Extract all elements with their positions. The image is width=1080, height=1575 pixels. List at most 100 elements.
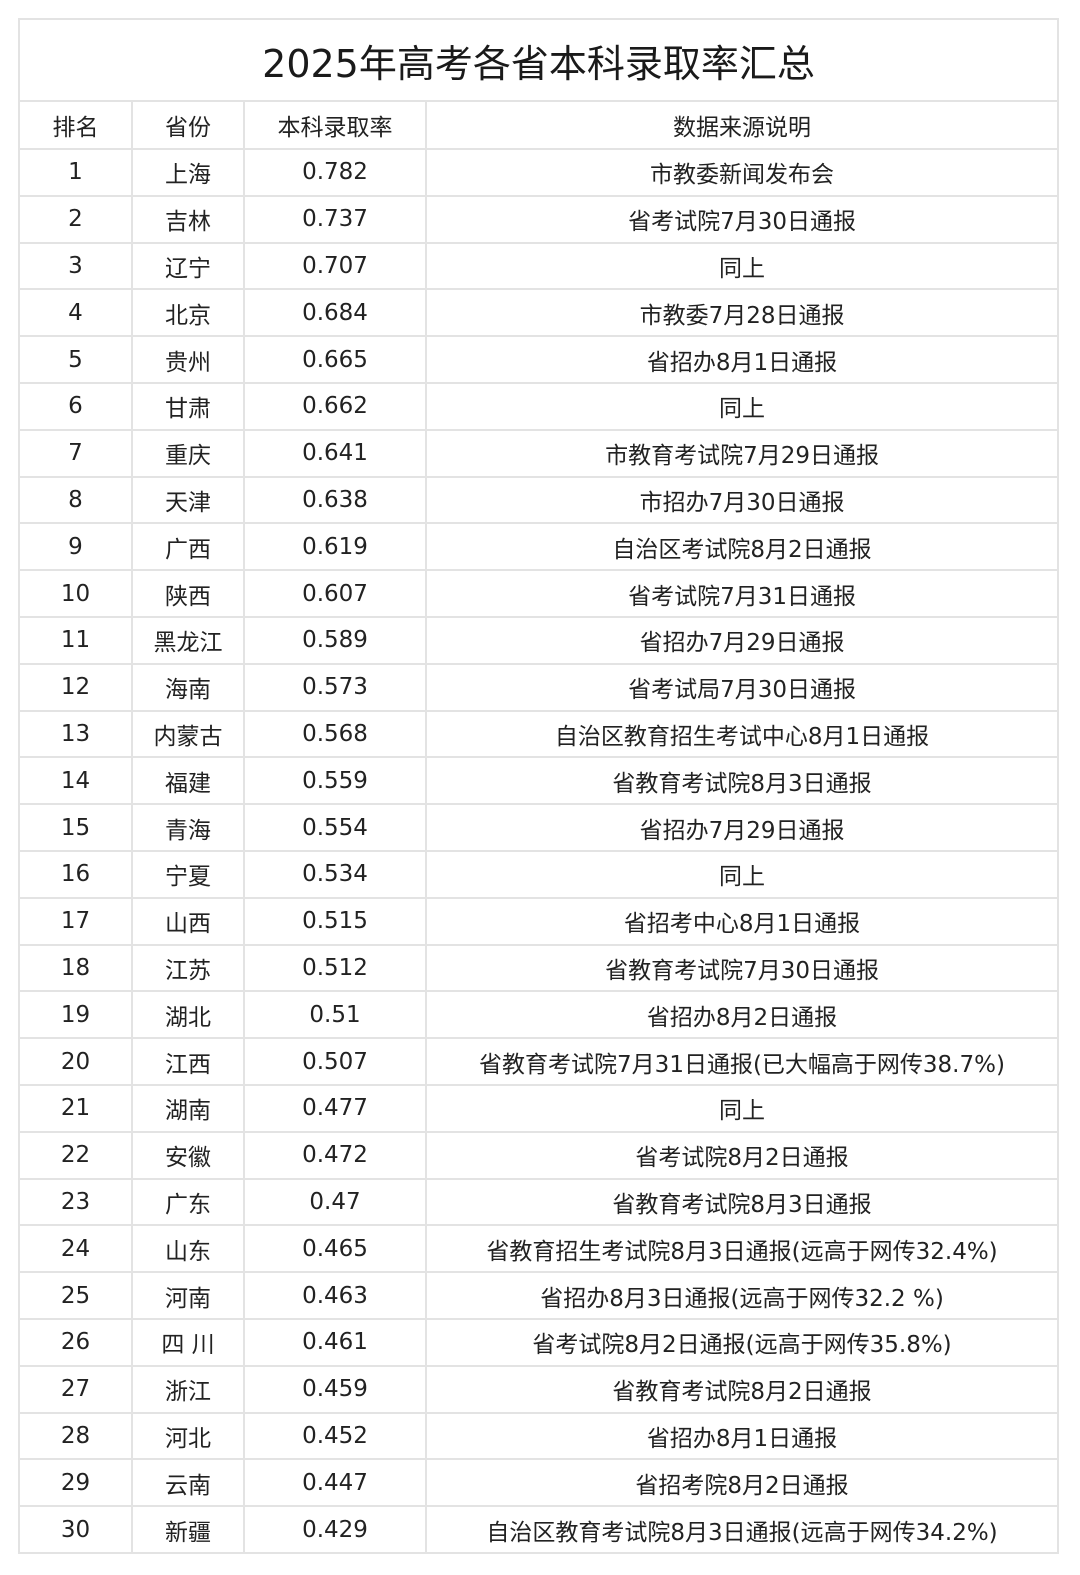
table-row: 30 新疆 0.429 自治区教育考试院8月3日通报(远高于网传34.2%)	[18, 1505, 1060, 1554]
rank-cell: 24	[18, 1224, 133, 1274]
province-cell: 云南	[131, 1458, 245, 1508]
source-cell: 省考试院7月31日通报	[424, 569, 1060, 618]
rank-cell: 16	[18, 849, 133, 899]
header-province: 省份	[131, 100, 245, 150]
table-row: 5 贵州 0.665 省招办8月1日通报	[18, 335, 1060, 384]
province-cell: 浙江	[131, 1364, 245, 1414]
table-row: 26 四 川 0.461 省考试院8月2日通报(远高于网传35.8%)	[18, 1317, 1060, 1367]
table-row: 27 浙江 0.459 省教育考试院8月2日通报	[18, 1364, 1060, 1414]
province-cell: 陕西	[131, 569, 245, 618]
source-cell: 自治区教育考试院8月3日通报(远高于网传34.2%)	[424, 1505, 1060, 1554]
rate-cell: 0.638	[243, 475, 427, 525]
source-cell: 市教育考试院7月29日通报	[424, 428, 1060, 478]
table-title: 2025年高考各省本科录取率汇总	[17, 18, 1060, 102]
province-cell: 广西	[131, 522, 245, 572]
source-cell: 省考试院8月2日通报	[424, 1130, 1060, 1180]
rate-cell: 0.782	[243, 148, 427, 197]
rate-cell: 0.461	[243, 1317, 427, 1367]
header-source: 数据来源说明	[424, 100, 1060, 150]
table-row: 22 安徽 0.472 省考试院8月2日通报	[18, 1130, 1060, 1180]
province-cell: 新疆	[131, 1505, 245, 1554]
table-row: 28 河北 0.452 省招办8月1日通报	[18, 1411, 1060, 1461]
rate-cell: 0.559	[243, 756, 427, 806]
province-cell: 宁夏	[131, 849, 245, 899]
rank-cell: 22	[18, 1130, 133, 1180]
rate-cell: 0.515	[243, 896, 427, 946]
rank-cell: 20	[18, 1037, 133, 1086]
province-cell: 河南	[131, 1271, 245, 1320]
rate-cell: 0.447	[243, 1458, 427, 1508]
rate-cell: 0.534	[243, 849, 427, 899]
table-row: 12 海南 0.573 省考试局7月30日通报	[18, 662, 1060, 712]
table-row: 21 湖南 0.477 同上	[18, 1083, 1060, 1133]
rank-cell: 6	[18, 381, 133, 431]
rank-cell: 27	[18, 1364, 133, 1414]
source-cell: 省教育考试院7月31日通报(已大幅高于网传38.7%)	[424, 1037, 1060, 1086]
province-cell: 黑龙江	[131, 615, 245, 665]
table-row: 2 吉林 0.737 省考试院7月30日通报	[18, 194, 1060, 244]
rank-cell: 19	[18, 990, 133, 1040]
table-row: 7 重庆 0.641 市教育考试院7月29日通报	[18, 428, 1060, 478]
rank-cell: 11	[18, 615, 133, 665]
rank-cell: 10	[18, 569, 133, 618]
rate-cell: 0.459	[243, 1364, 427, 1414]
header-rank: 排名	[18, 100, 133, 150]
province-cell: 辽宁	[131, 241, 245, 291]
source-cell: 省招考院8月2日通报	[424, 1458, 1060, 1508]
rate-cell: 0.662	[243, 381, 427, 431]
table-row: 6 甘肃 0.662 同上	[18, 381, 1060, 431]
table-row: 1 上海 0.782 市教委新闻发布会	[18, 148, 1060, 197]
rate-cell: 0.452	[243, 1411, 427, 1461]
rank-cell: 9	[18, 522, 133, 572]
source-cell: 同上	[424, 849, 1060, 899]
table-row: 9 广西 0.619 自治区考试院8月2日通报	[18, 522, 1060, 572]
province-cell: 山西	[131, 896, 245, 946]
table-row: 11 黑龙江 0.589 省招办7月29日通报	[18, 615, 1060, 665]
province-cell: 贵州	[131, 335, 245, 384]
table-row: 20 江西 0.507 省教育考试院7月31日通报(已大幅高于网传38.7%)	[18, 1037, 1060, 1086]
rank-cell: 29	[18, 1458, 133, 1508]
province-cell: 四 川	[131, 1317, 245, 1367]
rate-cell: 0.507	[243, 1037, 427, 1086]
rank-cell: 7	[18, 428, 133, 478]
rank-cell: 17	[18, 896, 133, 946]
province-cell: 山东	[131, 1224, 245, 1274]
source-cell: 省教育招生考试院8月3日通报(远高于网传32.4%)	[424, 1224, 1060, 1274]
rate-cell: 0.573	[243, 662, 427, 712]
table-row: 19 湖北 0.51 省招办8月2日通报	[18, 990, 1060, 1040]
source-cell: 市招办7月30日通报	[424, 475, 1060, 525]
rate-cell: 0.463	[243, 1271, 427, 1320]
rank-cell: 8	[18, 475, 133, 525]
table-row: 29 云南 0.447 省招考院8月2日通报	[18, 1458, 1060, 1508]
source-cell: 省招办8月1日通报	[424, 1411, 1060, 1461]
province-cell: 湖北	[131, 990, 245, 1040]
province-cell: 天津	[131, 475, 245, 525]
source-cell: 同上	[424, 1083, 1060, 1133]
rate-cell: 0.465	[243, 1224, 427, 1274]
source-cell: 省教育考试院8月2日通报	[424, 1364, 1060, 1414]
rank-cell: 2	[18, 194, 133, 244]
header-rate: 本科录取率	[243, 100, 427, 150]
province-cell: 海南	[131, 662, 245, 712]
rate-cell: 0.51	[243, 990, 427, 1040]
rate-cell: 0.589	[243, 615, 427, 665]
rate-cell: 0.472	[243, 1130, 427, 1180]
table-row: 24 山东 0.465 省教育招生考试院8月3日通报(远高于网传32.4%)	[18, 1224, 1060, 1274]
province-cell: 湖南	[131, 1083, 245, 1133]
rate-cell: 0.641	[243, 428, 427, 478]
province-cell: 青海	[131, 803, 245, 852]
rank-cell: 30	[18, 1505, 133, 1554]
source-cell: 省招办7月29日通报	[424, 803, 1060, 852]
province-cell: 江西	[131, 1037, 245, 1086]
province-cell: 重庆	[131, 428, 245, 478]
source-cell: 自治区教育招生考试中心8月1日通报	[424, 709, 1060, 759]
province-cell: 江苏	[131, 943, 245, 993]
source-cell: 自治区考试院8月2日通报	[424, 522, 1060, 572]
rank-cell: 18	[18, 943, 133, 993]
rank-cell: 28	[18, 1411, 133, 1461]
rank-cell: 12	[18, 662, 133, 712]
rate-cell: 0.665	[243, 335, 427, 384]
table-row: 14 福建 0.559 省教育考试院8月3日通报	[18, 756, 1060, 806]
title-row: 2025年高考各省本科录取率汇总	[17, 18, 1060, 102]
rate-cell: 0.429	[243, 1505, 427, 1554]
